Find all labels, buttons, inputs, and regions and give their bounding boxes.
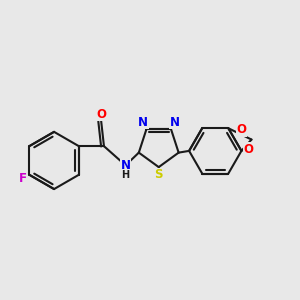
Text: O: O	[243, 143, 253, 156]
Text: H: H	[122, 170, 130, 180]
Text: N: N	[138, 116, 148, 129]
Text: O: O	[96, 108, 106, 121]
Text: O: O	[237, 123, 247, 136]
Text: S: S	[154, 168, 163, 181]
Text: F: F	[19, 172, 27, 185]
Text: N: N	[169, 116, 179, 129]
Text: N: N	[121, 159, 130, 172]
